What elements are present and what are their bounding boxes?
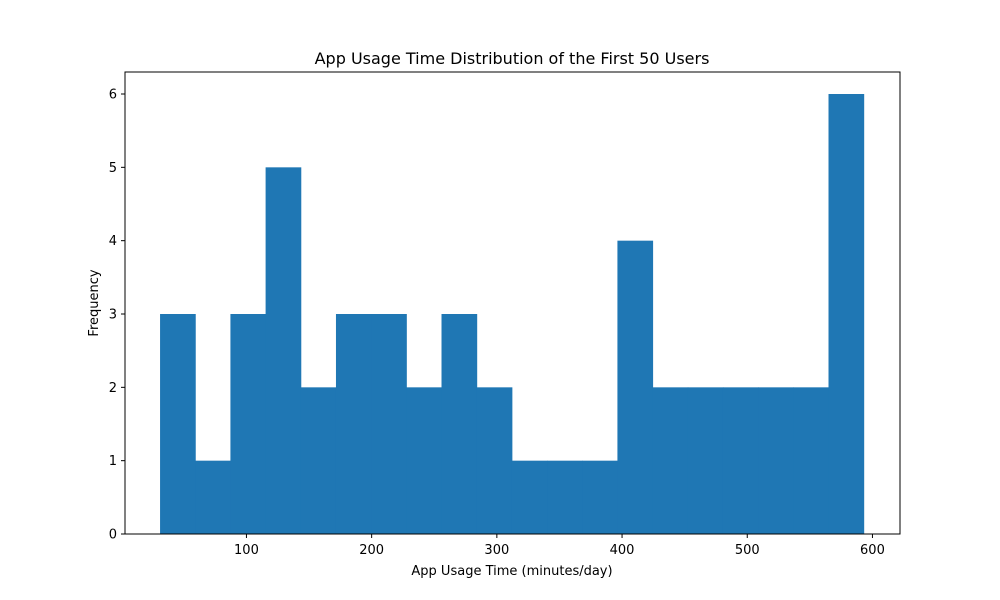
histogram-bar-9: [441, 314, 478, 534]
histogram-bar-20: [828, 94, 865, 534]
histogram-bar-3: [230, 314, 267, 534]
chart-title: App Usage Time Distribution of the First…: [315, 49, 710, 68]
y-tick-label: 2: [109, 381, 117, 396]
histogram-bar-6: [335, 314, 372, 534]
y-axis-ticks: 0 1 2 3 4 5 6: [109, 88, 125, 543]
x-tick-label: 600: [860, 543, 885, 558]
bars-group: [160, 94, 865, 535]
histogram-bar-4: [265, 167, 302, 535]
histogram-bar-7: [371, 314, 407, 534]
x-axis-ticks: 100 200 300 400 500 600: [234, 534, 885, 558]
y-tick-label: 3: [109, 308, 117, 323]
histogram-bar-11: [511, 460, 548, 534]
histogram-bar-8: [406, 387, 443, 534]
histogram-bar-10: [476, 387, 513, 534]
histogram-bar-1: [160, 314, 196, 534]
plot-frame: [124, 71, 901, 535]
x-tick-label: 500: [735, 543, 760, 558]
histogram-bar-14: [617, 240, 654, 534]
x-tick-label: 200: [359, 543, 384, 558]
x-tick-label: 400: [610, 543, 635, 558]
histogram-bar-15: [652, 387, 689, 534]
histogram-bar-5: [300, 387, 337, 534]
y-tick-label: 6: [109, 88, 117, 103]
histogram-bar-12: [547, 460, 583, 534]
histogram-bar-18: [758, 387, 794, 534]
histogram-bar-16: [687, 387, 724, 534]
histogram-bar-17: [722, 387, 759, 534]
y-tick-label: 1: [109, 454, 117, 469]
y-axis-label: Frequency: [87, 269, 102, 336]
x-axis-label: App Usage Time (minutes/day): [411, 564, 612, 579]
y-tick-label: 4: [109, 234, 117, 249]
histogram-bar-19: [793, 387, 830, 534]
histogram-bar-2: [195, 460, 231, 534]
y-tick-label: 5: [109, 161, 117, 176]
x-tick-label: 100: [234, 543, 259, 558]
x-tick-label: 300: [484, 543, 509, 558]
histogram-bar-13: [582, 460, 618, 534]
y-tick-label: 0: [109, 528, 117, 543]
